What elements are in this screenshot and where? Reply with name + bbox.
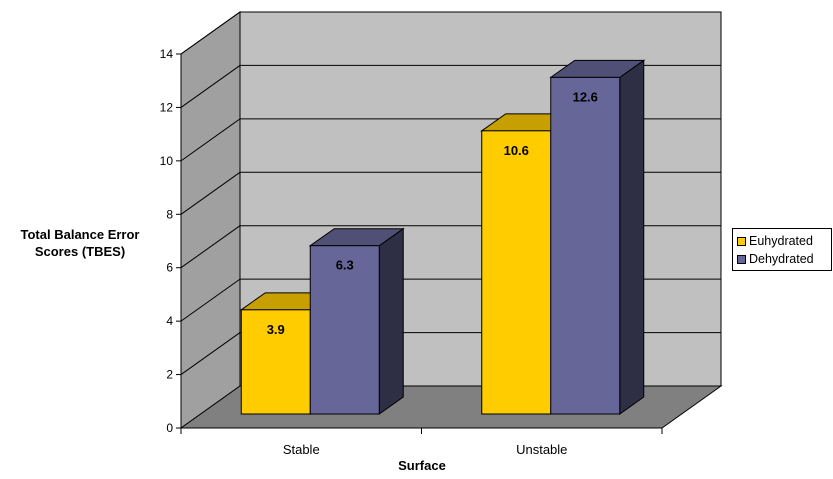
x-tick-label: Stable (283, 442, 320, 457)
bar-dehydrated-unstable: 12.6 (549, 59, 646, 415)
x-tick-label: Unstable (516, 442, 567, 457)
gridline-side (180, 332, 241, 375)
y-tick-label: 2 (166, 368, 173, 382)
bar-front-face (309, 245, 380, 415)
bar-side-face (619, 59, 645, 415)
bar-front-face (481, 130, 552, 415)
bar-side-face (378, 227, 404, 415)
gridline-side (180, 278, 241, 322)
bar-dehydrated-stable: 6.3 (308, 227, 405, 415)
legend-swatch-dehydrated (737, 254, 746, 264)
data-label: 6.3 (336, 258, 354, 273)
y-tick-label: 0 (166, 421, 173, 435)
legend-label-euhydrated: Euhydrated (749, 234, 813, 248)
y-tick-label: 10 (160, 154, 174, 168)
data-label: 3.9 (267, 322, 285, 337)
gridline-side (180, 171, 241, 215)
gridline-side (180, 118, 241, 162)
data-label: 12.6 (573, 89, 598, 104)
side-wall (180, 11, 241, 429)
y-tick-label: 8 (166, 207, 173, 221)
legend-label-dehydrated: Dehydrated (749, 252, 814, 266)
gridline-side (180, 11, 241, 55)
legend: Euhydrated Dehydrated (732, 228, 832, 271)
legend-swatch-euhydrated (737, 236, 746, 246)
gridline-side (180, 225, 241, 269)
legend-item-euhydrated: Euhydrated (737, 232, 831, 250)
y-tick-label: 12 (160, 100, 174, 114)
y-tick-label: 6 (166, 261, 173, 275)
bar-front-face (550, 76, 621, 415)
bars: 3.9 6.3 10.6 12.6 (239, 59, 646, 415)
axes: 0 2 4 6 8 10 12 14 Stable Unstable (160, 47, 663, 457)
data-label: 10.6 (504, 143, 529, 158)
y-tick-label: 4 (166, 314, 173, 328)
legend-item-dehydrated: Dehydrated (737, 250, 831, 268)
y-tick-label: 14 (160, 47, 174, 61)
y-axis-label: Total Balance Error Scores (TBES) (20, 227, 140, 259)
bar-front-face (240, 309, 311, 415)
x-axis-label: Surface (398, 458, 446, 473)
gridline-side (180, 65, 241, 108)
